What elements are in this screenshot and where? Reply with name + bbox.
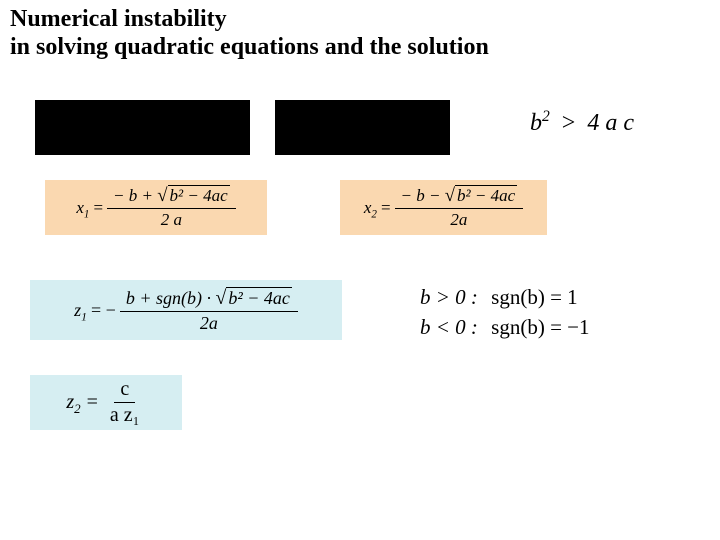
z1-den: 2a [194,312,224,335]
x2-den: 2a [444,209,473,231]
x1-formula: x1 = − b + √b² − 4ac 2 a [45,180,267,235]
sgn-l2b: sgn(b) = −1 [483,315,589,339]
condition-sup: 2 [542,108,550,125]
x1-num-pre: − b + [113,186,157,205]
z2-num: c [114,377,135,403]
sgn-l2a: b < 0 : [420,315,478,339]
z2-den: a z₁ [104,403,146,428]
x1-den: 2 a [155,209,188,231]
sgn-l1b: sgn(b) = 1 [483,285,578,309]
x2-formula: x2 = − b − √b² − 4ac 2a [340,180,547,235]
condition-formula: b2 > 4 a c [530,110,634,137]
title-line-1: Numerical instability [10,6,227,33]
z2-formula: z2 = c a z₁ [30,375,182,430]
x2-sqrt: b² − 4ac [455,185,517,206]
z1-sqrt: b² − 4ac [226,287,292,309]
z2-lhs: z [66,391,74,413]
x1-sqrt: b² − 4ac [168,185,230,206]
x1-lhs: x [76,198,84,217]
condition-rhs: 4 a c [587,110,634,136]
title-line-2: in solving quadratic equations and the s… [10,34,489,61]
x2-num-pre: − b − [401,186,445,205]
condition-gt: > [556,110,582,136]
sgn-definition: b > 0 : sgn(b) = 1 b < 0 : sgn(b) = −1 [420,282,590,342]
redacted-box-1 [35,100,250,155]
z1-num-pre: b + sgn(b) · [126,288,216,308]
sgn-l1a: b > 0 : [420,285,478,309]
z1-formula: z1 = − b + sgn(b) · √b² − 4ac 2a [30,280,342,340]
condition-b: b [530,110,542,136]
redacted-box-2 [275,100,450,155]
